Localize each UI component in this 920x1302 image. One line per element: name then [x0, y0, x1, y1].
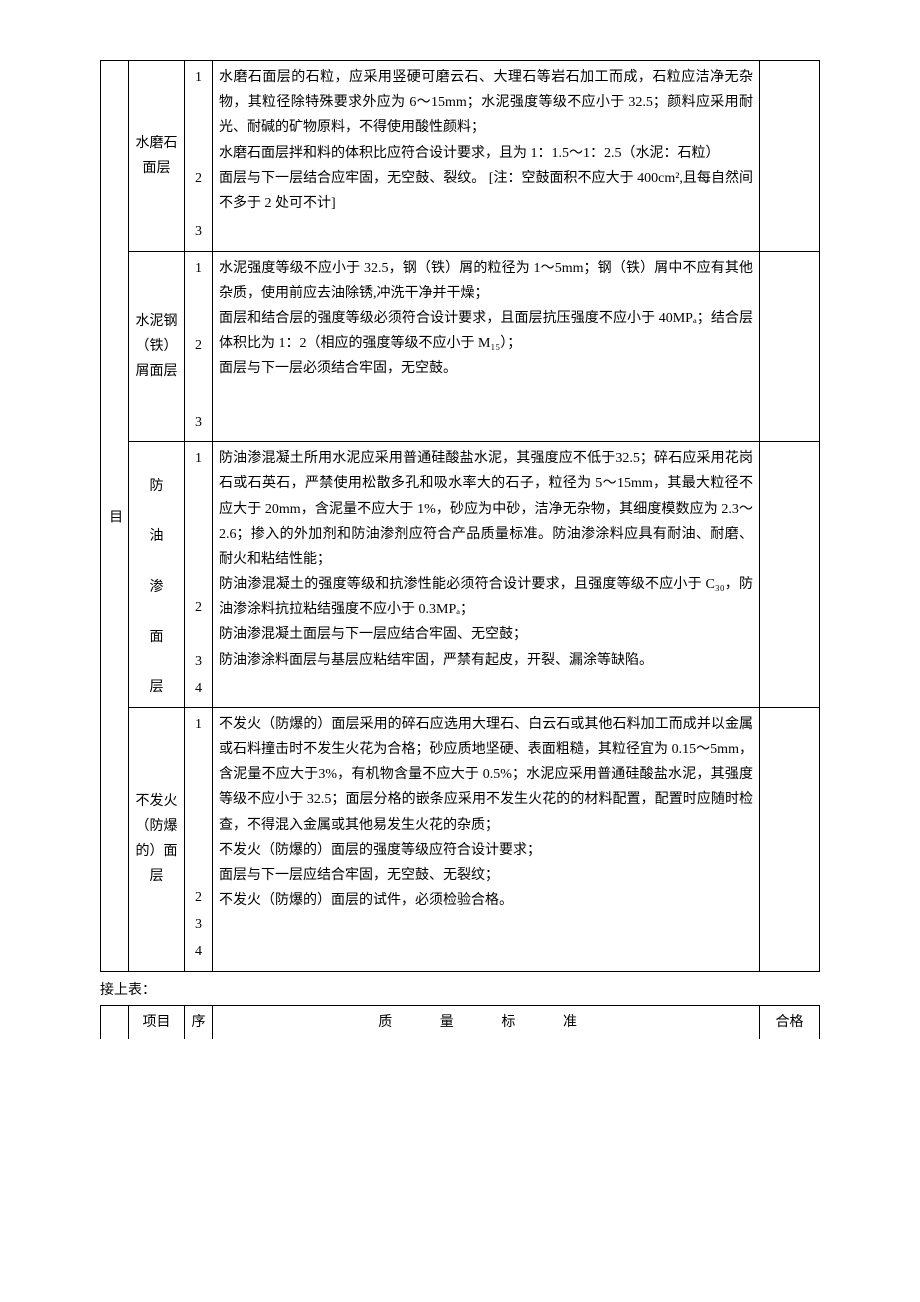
item-num: 3 — [191, 649, 206, 674]
content-text: 面层与下一层应结合牢固，无空鼓、无裂纹； — [219, 863, 753, 888]
result-cell — [760, 251, 820, 442]
item-numbers: 1 2 3 — [185, 61, 213, 252]
item-content: 不发火（防爆的）面层采用的碎石应选用大理石、白云石或其他石料加工而成并以金属或石… — [213, 707, 760, 971]
item-num: 1 — [191, 446, 206, 471]
header-pass: 合格 — [760, 1005, 820, 1039]
result-cell — [760, 61, 820, 252]
row-name-text: 防 油 渗 面 层 — [150, 479, 164, 696]
header-standard: 质 量 标 准 — [213, 1005, 760, 1039]
standards-table-1: 目 水磨石面层 1 2 3 水磨石面层的石粒，应采用竖硬可磨云石、大理石等岩石加… — [100, 60, 820, 972]
item-num: 1 — [191, 712, 206, 737]
item-num: 2 — [191, 166, 206, 191]
item-numbers: 1 2 3 4 — [185, 442, 213, 708]
item-content: 防油渗混凝土所用水泥应采用普通硅酸盐水泥，其强度应不低于32.5；碎石应采用花岗… — [213, 442, 760, 708]
content-text: 水磨石面层的石粒，应采用竖硬可磨云石、大理石等岩石加工而成，石粒应洁净无杂物，其… — [219, 65, 753, 141]
content-text: 防油渗混凝土的强度等级和抗渗性能必须符合设计要求，且强度等级不应小于 C₃₀，防… — [219, 572, 753, 622]
item-num: 3 — [191, 912, 206, 937]
content-text: 水磨石面层拌和料的体积比应符合设计要求，且为 1：1.5～1：2.5（水泥：石粒… — [219, 141, 753, 166]
content-text: 防油渗混凝土所用水泥应采用普通硅酸盐水泥，其强度应不低于32.5；碎石应采用花岗… — [219, 446, 753, 572]
content-text: 防油渗混凝土面层与下一层应结合牢固、无空鼓； — [219, 622, 753, 647]
row-name-text: 水磨石面层 — [136, 136, 178, 176]
item-num: 3 — [191, 219, 206, 244]
result-cell — [760, 442, 820, 708]
item-num: 3 — [191, 410, 206, 435]
category-label: 目 — [101, 61, 129, 972]
content-text: 不发火（防爆的）面层的强度等级应符合设计要求； — [219, 838, 753, 863]
content-text: 不发火（防爆的）面层的试件，必须检验合格。 — [219, 888, 753, 913]
item-numbers: 1 2 3 4 — [185, 707, 213, 971]
content-text: 水泥强度等级不应小于 32.5，钢（铁）屑的粒径为 1～5mm；钢（铁）屑中不应… — [219, 256, 753, 306]
item-num: 2 — [191, 333, 206, 358]
result-cell — [760, 707, 820, 971]
content-text: 面层与下一层必须结合牢固，无空鼓。 — [219, 356, 753, 381]
continuation-caption: 接上表： — [100, 978, 820, 1003]
item-num: 4 — [191, 676, 206, 701]
row-name-text: 不发火（防爆的）面层 — [136, 794, 178, 885]
item-num: 1 — [191, 256, 206, 281]
item-num: 2 — [191, 595, 206, 620]
content-text: 面层与下一层结合应牢固，无空鼓、裂纹。 [注：空鼓面积不应大于 400cm²,且… — [219, 166, 753, 216]
row-name-oil-proof: 防 油 渗 面 层 — [129, 442, 185, 708]
header-seq: 序 — [185, 1005, 213, 1039]
item-num: 4 — [191, 939, 206, 964]
row-name-non-sparking: 不发火（防爆的）面层 — [129, 707, 185, 971]
content-text: 防油渗涂料面层与基层应粘结牢固，严禁有起皮，开裂、漏涂等缺陷。 — [219, 648, 753, 673]
header-project: 项目 — [129, 1005, 185, 1039]
content-text: 不发火（防爆的）面层采用的碎石应选用大理石、白云石或其他石料加工而成并以金属或石… — [219, 712, 753, 838]
item-numbers: 1 2 3 — [185, 251, 213, 442]
item-num: 2 — [191, 885, 206, 910]
content-text: 面层和结合层的强度等级必须符合设计要求，且面层抗压强度不应小于 40MPₐ；结合… — [219, 306, 753, 356]
row-name-terrazzo: 水磨石面层 — [129, 61, 185, 252]
header-cat-cell — [101, 1005, 129, 1039]
item-num: 1 — [191, 65, 206, 90]
item-content: 水泥强度等级不应小于 32.5，钢（铁）屑的粒径为 1～5mm；钢（铁）屑中不应… — [213, 251, 760, 442]
item-content: 水磨石面层的石粒，应采用竖硬可磨云石、大理石等岩石加工而成，石粒应洁净无杂物，其… — [213, 61, 760, 252]
row-name-steel-chip: 水泥钢（铁）屑面层 — [129, 251, 185, 442]
standards-table-2: 项目 序 质 量 标 准 合格 — [100, 1005, 820, 1039]
row-name-text: 水泥钢（铁）屑面层 — [136, 314, 178, 379]
